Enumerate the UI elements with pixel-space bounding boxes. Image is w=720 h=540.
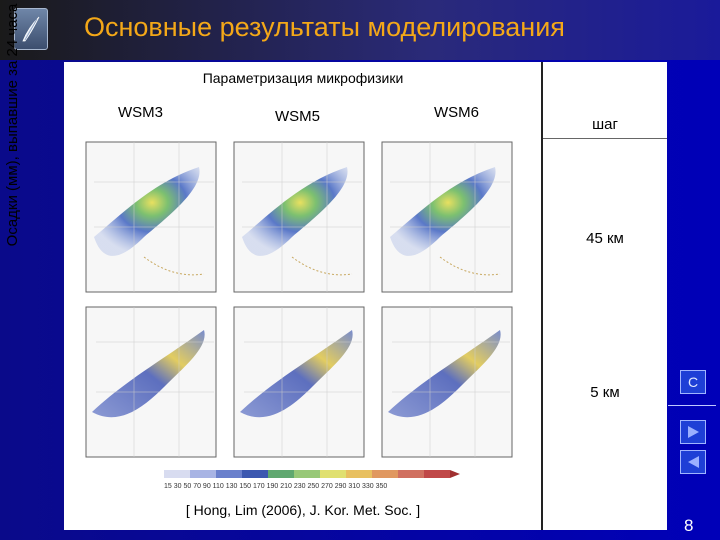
column-separator xyxy=(541,62,543,530)
nav-prev-button[interactable] xyxy=(680,450,706,474)
nav-next-button[interactable] xyxy=(680,420,706,444)
column-label-wsm3: WSM3 xyxy=(118,104,163,121)
figure-panel: Параметризация микрофизики WSM3 WSM5 WSM… xyxy=(4,4,542,530)
step-column: шаг 45 км 5 км xyxy=(543,62,667,530)
map-wsm5-45km xyxy=(233,141,365,293)
citation: [ Hong, Lim (2006), J. Kor. Met. Soc. ] xyxy=(185,502,421,518)
play-left-icon xyxy=(688,456,699,468)
page-number: 8 xyxy=(684,516,694,535)
colorbar-ticks: 15 30 50 70 90 110 130 150 170 190 210 2… xyxy=(164,483,387,490)
step-45km: 45 км xyxy=(586,230,624,247)
play-right-icon xyxy=(688,426,699,438)
step-header: шаг xyxy=(592,116,618,133)
figure-subtitle: Параметризация микрофизики xyxy=(202,70,404,86)
slide-header: Основные результаты моделирования xyxy=(0,0,720,60)
slide-title: Основные результаты моделирования xyxy=(84,12,565,42)
nav-c-button[interactable]: C xyxy=(680,370,706,394)
column-label-wsm6: WSM6 xyxy=(434,104,479,121)
y-axis-label: Осадки (мм), выпавшие за 24 часа xyxy=(4,3,21,247)
map-wsm6-5km xyxy=(381,306,513,458)
step-divider xyxy=(543,138,667,139)
map-wsm3-5km xyxy=(85,306,217,458)
map-wsm3-45km xyxy=(85,141,217,293)
institution-logo xyxy=(14,8,48,50)
map-wsm6-45km xyxy=(381,141,513,293)
step-5km: 5 км xyxy=(590,384,620,401)
column-label-wsm5: WSM5 xyxy=(275,108,320,125)
nav-divider xyxy=(668,405,716,406)
map-wsm5-5km xyxy=(233,306,365,458)
precipitation-colorbar xyxy=(164,470,460,478)
precipitation-maps: 15 30 50 70 90 110 130 150 170 190 210 2… xyxy=(85,141,513,490)
